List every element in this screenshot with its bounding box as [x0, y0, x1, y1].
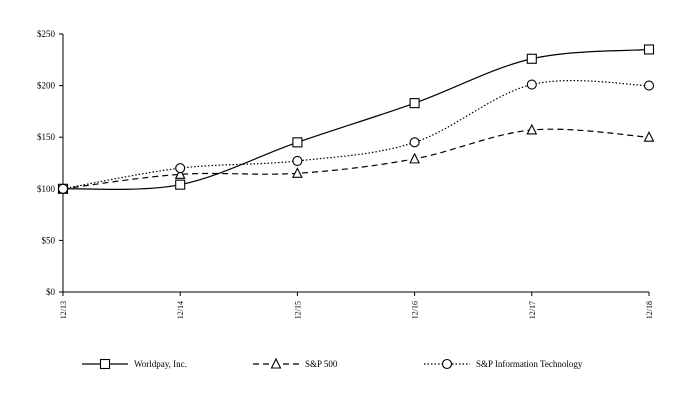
legend-label-3: S&P Information Technology [476, 359, 583, 369]
series-line-3 [62, 80, 650, 190]
legend-label-1: Worldpay, Inc. [134, 359, 187, 369]
y-tick-label: $100 [37, 184, 56, 194]
data-point [409, 98, 420, 109]
data-point [175, 163, 186, 174]
data-point [292, 137, 303, 148]
data-point [643, 44, 655, 55]
y-tick-label: $150 [37, 132, 56, 142]
data-point [292, 167, 303, 178]
data-point [643, 80, 655, 91]
x-axis-tick-labels: 12/13 12/14 12/15 12/16 12/17 12/18 [59, 301, 654, 319]
data-point [292, 155, 303, 166]
axes [59, 33, 650, 296]
data-point [174, 168, 186, 179]
series-lines [62, 48, 650, 190]
data-point [409, 152, 420, 164]
y-axis-tick-labels: $0 $50 $100 $150 $200 $250 [37, 29, 56, 297]
data-point [526, 79, 537, 90]
legend-marker-2 [270, 357, 282, 369]
y-tick-label: $0 [46, 287, 56, 297]
data-point [643, 130, 655, 142]
x-tick-label: 12/14 [176, 301, 185, 319]
data-point [175, 179, 186, 190]
data-point [409, 137, 420, 148]
x-tick-label: 12/17 [528, 301, 537, 319]
series-markers [57, 44, 655, 194]
x-tick-label: 12/18 [645, 301, 654, 319]
legend-marker-1 [99, 358, 111, 370]
x-tick-label: 12/13 [59, 301, 68, 319]
data-point [526, 53, 537, 64]
legend: Worldpay, Inc. S&P 500 S&P Information Tec… [82, 357, 583, 370]
data-point [57, 183, 69, 194]
y-tick-label: $200 [37, 81, 56, 91]
legend-label-2: S&P 500 [305, 359, 338, 369]
series-line-2 [62, 128, 650, 190]
x-tick-label: 12/16 [411, 301, 420, 319]
series-line-1 [62, 48, 650, 190]
y-tick-label: $250 [37, 29, 56, 39]
y-tick-label: $50 [42, 235, 56, 245]
data-point [526, 123, 538, 135]
x-tick-label: 12/15 [293, 301, 302, 319]
legend-marker-3 [441, 358, 453, 370]
